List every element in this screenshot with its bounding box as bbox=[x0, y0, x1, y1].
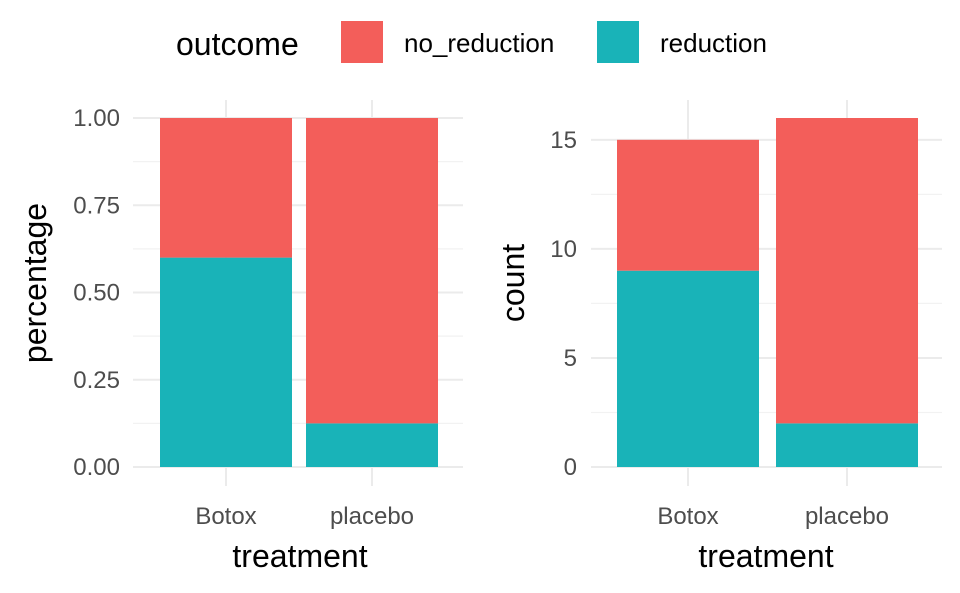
y-tick-label: 15 bbox=[550, 127, 577, 154]
bar-placebo-no-reduction bbox=[306, 118, 438, 424]
x-axis-title: treatment bbox=[698, 538, 833, 574]
y-tick-label: 0.25 bbox=[73, 367, 120, 394]
y-tick-label: 1.00 bbox=[73, 105, 120, 132]
bar-placebo-reduction bbox=[306, 423, 438, 467]
y-axis-title: percentage bbox=[17, 203, 53, 363]
bar-botox-reduction bbox=[160, 257, 292, 467]
x-axis-title: treatment bbox=[232, 538, 367, 574]
y-tick-label: 0.75 bbox=[73, 192, 120, 219]
y-tick-label: 0.00 bbox=[73, 454, 120, 481]
bar-placebo-no-reduction bbox=[776, 118, 918, 424]
legend-swatch-no-reduction bbox=[341, 21, 383, 63]
y-tick-label: 0 bbox=[564, 454, 577, 481]
panel-count: 0 5 10 15 Botox placebo treatment count bbox=[495, 100, 942, 574]
y-tick-label: 10 bbox=[550, 236, 577, 263]
y-tick-label: 0.50 bbox=[73, 280, 120, 307]
legend-label-no-reduction: no_reduction bbox=[404, 28, 554, 58]
y-tick-label: 5 bbox=[564, 345, 577, 372]
bar-botox-reduction bbox=[617, 270, 759, 467]
y-axis-title: count bbox=[495, 244, 531, 322]
x-tick-label-botox: Botox bbox=[195, 503, 256, 530]
legend-swatch-reduction bbox=[597, 21, 639, 63]
x-tick-label-botox: Botox bbox=[657, 503, 718, 530]
bar-botox-no-reduction bbox=[617, 139, 759, 271]
legend-label-reduction: reduction bbox=[660, 28, 767, 58]
bar-placebo-reduction bbox=[776, 423, 918, 467]
x-tick-label-placebo: placebo bbox=[330, 503, 414, 530]
x-tick-label-placebo: placebo bbox=[805, 503, 889, 530]
panel-percentage: 0.00 0.25 0.50 0.75 1.00 Botox placebo treatmen… bbox=[17, 100, 463, 574]
legend-title: outcome bbox=[176, 26, 299, 62]
legend: outcome no_reduction reduction bbox=[176, 21, 767, 63]
bar-botox-no-reduction bbox=[160, 118, 292, 258]
